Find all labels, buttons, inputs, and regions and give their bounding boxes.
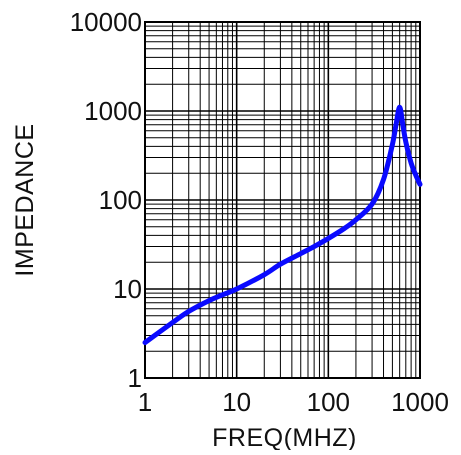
x-tick-labels: 1 10 100 1000 — [138, 387, 449, 417]
y-tick-label: 1000 — [84, 96, 142, 126]
impedance-curve — [142, 104, 423, 346]
y-tick-label: 10000 — [70, 7, 142, 37]
x-tick-label: 10 — [222, 387, 251, 417]
x-tick-label: 100 — [307, 387, 350, 417]
y-tick-labels: 1 10 100 1000 10000 — [70, 7, 142, 393]
y-tick-label: 1 — [128, 363, 142, 393]
curve-layer — [142, 104, 423, 346]
grid — [144, 22, 420, 379]
x-axis-title: FREQ(MHZ) — [212, 424, 357, 450]
x-tick-label: 1000 — [391, 387, 449, 417]
x-tick-label: 1 — [138, 387, 152, 417]
y-tick-label: 100 — [99, 185, 142, 215]
y-tick-label: 10 — [113, 274, 142, 304]
plot-frame — [144, 21, 421, 379]
y-axis-title: IMPEDANCE — [11, 123, 39, 276]
